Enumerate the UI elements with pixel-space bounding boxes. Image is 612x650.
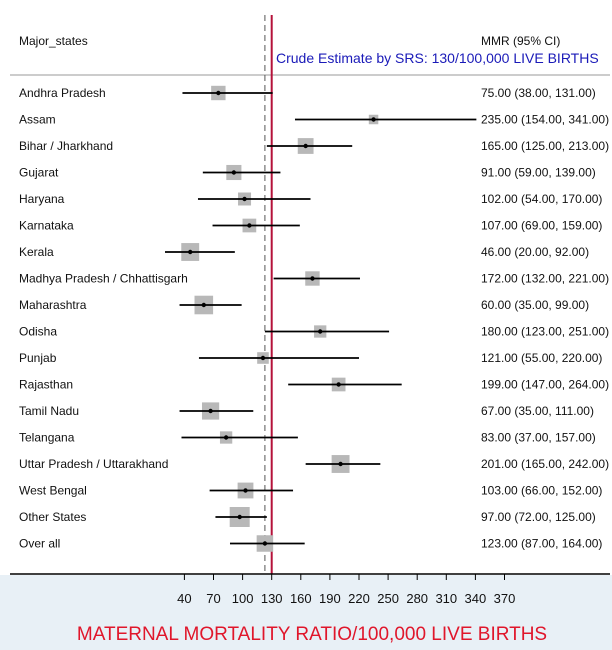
x-tick-label: 370 (494, 591, 516, 606)
mmr-value: 172.00 (132.00, 221.00) (481, 272, 609, 286)
x-tick-label: 250 (377, 591, 399, 606)
state-label: Karnataka (19, 219, 74, 233)
mmr-value: 180.00 (123.00, 251.00) (481, 325, 609, 339)
x-axis-title: MATERNAL MORTALITY RATIO/100,000 LIVE BI… (77, 624, 547, 645)
state-label: West Bengal (19, 484, 87, 498)
state-label: Maharashtra (19, 298, 87, 312)
estimate-dot (231, 170, 237, 175)
state-label: Odisha (19, 325, 57, 339)
x-tick-label: 310 (435, 591, 457, 606)
x-tick-label: 160 (290, 591, 312, 606)
reference-note: Crude Estimate by SRS: 130/100,000 LIVE … (276, 50, 599, 66)
estimate-dot (223, 435, 229, 440)
mmr-value: 97.00 (72.00, 125.00) (481, 510, 596, 524)
estimate-dot (242, 196, 247, 202)
estimate-dot (201, 302, 206, 308)
estimate-dot (310, 276, 315, 281)
state-label: Andhra Pradesh (19, 86, 106, 100)
plot-marks: Andhra Pradesh 75.00 (38.00, 131.00) Assam… (19, 15, 609, 574)
estimate-dot (318, 329, 323, 334)
mmr-value: 103.00 (66.00, 152.00) (481, 484, 602, 498)
state-label: Uttar Pradesh / Uttarakhand (19, 457, 168, 471)
mmr-value: 165.00 (125.00, 213.00) (481, 139, 609, 153)
state-label: Rajasthan (19, 378, 73, 392)
estimate-dot (216, 90, 221, 96)
estimate-dot (243, 488, 248, 493)
estimate-dot (338, 461, 343, 467)
header-states: Major_states (19, 34, 88, 48)
estimate-dot (336, 382, 341, 387)
state-label: Haryana (19, 192, 65, 206)
mmr-value: 107.00 (69.00, 159.00) (481, 219, 602, 233)
mmr-value: 102.00 (54.00, 170.00) (481, 192, 602, 206)
x-tick-label: 130 (261, 591, 283, 606)
estimate-dot (371, 117, 376, 122)
x-tick-label: 70 (206, 591, 220, 606)
x-tick-label: 40 (177, 591, 191, 606)
x-tick-label: 220 (348, 591, 370, 606)
mmr-value: 83.00 (37.00, 157.00) (481, 431, 596, 445)
mmr-value: 91.00 (59.00, 139.00) (481, 166, 596, 180)
mmr-value: 235.00 (154.00, 341.00) (481, 113, 609, 127)
mmr-value: 199.00 (147.00, 264.00) (481, 378, 609, 392)
estimate-dot (262, 541, 268, 546)
state-label: Tamil Nadu (19, 404, 79, 418)
state-label: Assam (19, 113, 56, 127)
estimate-dot (247, 223, 252, 228)
estimate-dot (208, 408, 213, 414)
mmr-value: 121.00 (55.00, 220.00) (481, 351, 602, 365)
header-mmr: MMR (95% CI) (481, 34, 560, 48)
estimate-dot (303, 143, 308, 149)
mmr-value: 60.00 (35.00, 99.00) (481, 298, 589, 312)
bottom-panel-background (0, 575, 612, 650)
state-label: Over all (19, 537, 60, 551)
state-label: Bihar / Jharkhand (19, 139, 113, 153)
state-label: Other States (19, 510, 86, 524)
state-label: Punjab (19, 351, 57, 365)
x-axis-ticks: 40 70 100 130 160 190 220 250 280 310 340 370 (177, 574, 515, 606)
x-tick-label: 280 (406, 591, 428, 606)
mmr-value: 75.00 (38.00, 131.00) (481, 86, 596, 100)
x-tick-label: 340 (465, 591, 487, 606)
state-label: Madhya Pradesh / Chhattisgarh (19, 272, 188, 286)
mmr-value: 201.00 (165.00, 242.00) (481, 457, 609, 471)
mmr-value: 67.00 (35.00, 111.00) (481, 404, 594, 418)
mmr-value: 46.00 (20.00, 92.00) (481, 245, 589, 259)
mmr-value: 123.00 (87.00, 164.00) (481, 537, 602, 551)
state-label: Telangana (19, 431, 75, 445)
estimate-dot (237, 514, 242, 520)
estimate-dot (188, 249, 193, 255)
state-label: Kerala (19, 245, 54, 259)
estimate-dot (260, 355, 266, 361)
x-tick-label: 190 (319, 591, 341, 606)
x-tick-label: 100 (232, 591, 254, 606)
state-label: Gujarat (19, 166, 59, 180)
